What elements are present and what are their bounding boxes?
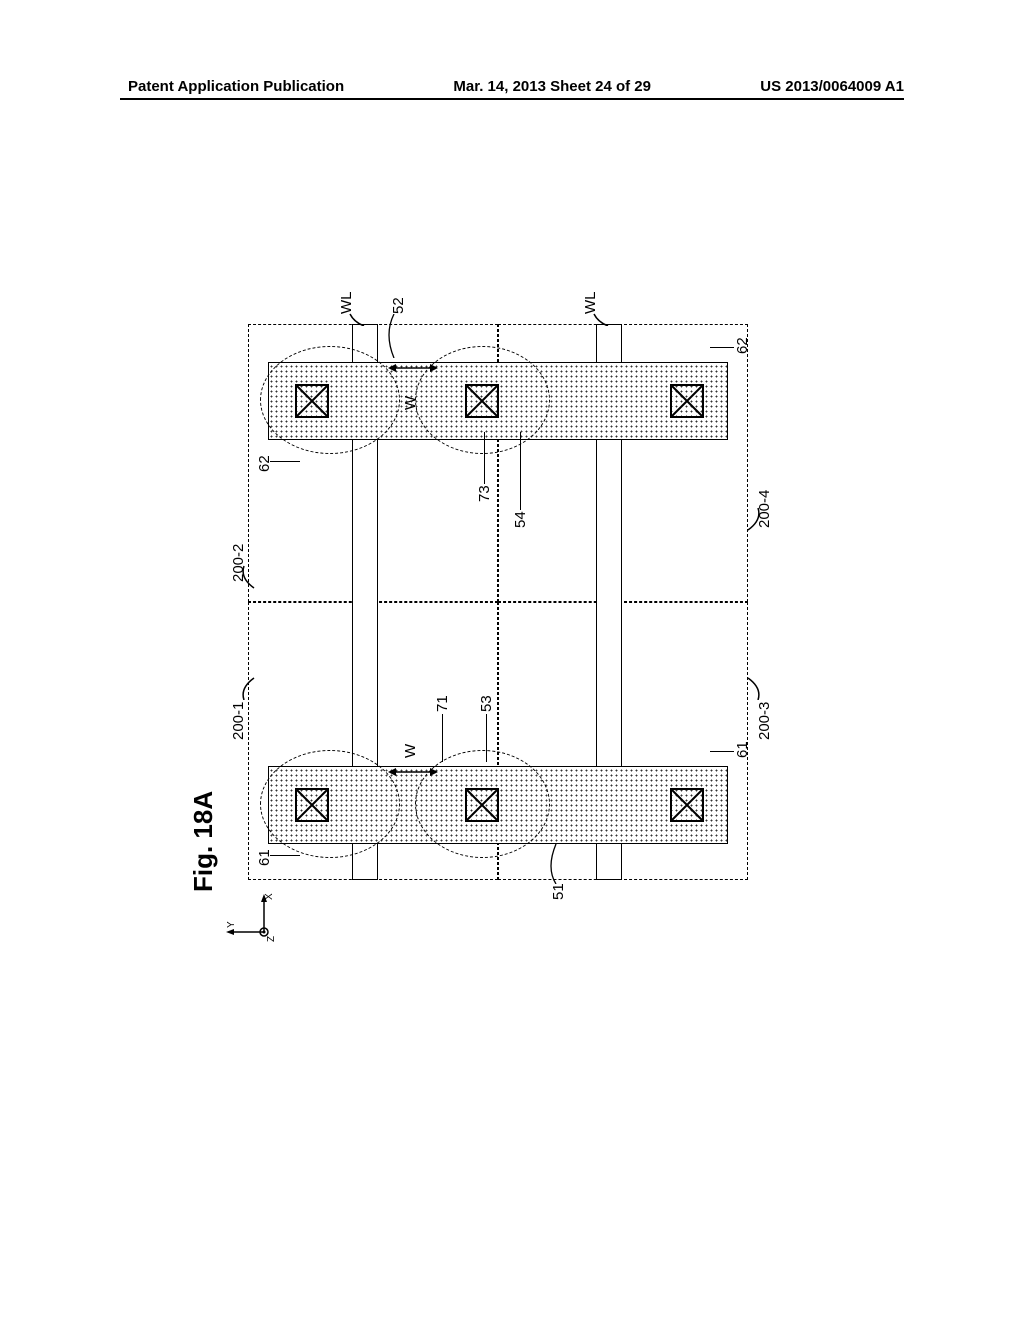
- axis-indicator-icon: Y X Z: [224, 892, 274, 942]
- contact-marker-icon: [670, 384, 704, 418]
- label-54: 54: [512, 511, 529, 528]
- contact-marker-icon: [670, 788, 704, 822]
- svg-text:Z: Z: [266, 936, 274, 942]
- label-62-bottom: 62: [734, 337, 751, 354]
- leader-200-4-icon: [744, 506, 762, 536]
- label-51: 51: [550, 883, 567, 900]
- label-61-top: 61: [256, 849, 273, 866]
- svg-text:X: X: [264, 893, 274, 900]
- diagram: Fig. 18A Y X Z: [200, 290, 820, 910]
- header-pubnum: US 2013/0064009 A1: [760, 78, 904, 95]
- label-73: 73: [476, 485, 493, 502]
- dimension-label-w-left: W: [402, 744, 419, 758]
- figure-container: Fig. 18A Y X Z: [200, 290, 820, 910]
- header-publication: Patent Application Publication: [128, 78, 344, 95]
- leader-200-1-icon: [240, 670, 258, 700]
- leader-51-icon: [546, 840, 562, 884]
- leader-53: [486, 714, 487, 762]
- label-61-bottom: 61: [734, 741, 751, 758]
- label-62-top: 62: [256, 455, 273, 472]
- patent-header: Patent Application Publication Mar. 14, …: [0, 78, 1024, 95]
- leader-71: [442, 714, 443, 762]
- dimension-w-left-icon: [388, 758, 438, 786]
- header-date-sheet: Mar. 14, 2013 Sheet 24 of 29: [453, 78, 651, 95]
- svg-text:Y: Y: [226, 921, 237, 928]
- leader-62-bottom: [710, 347, 734, 348]
- leader-200-3-icon: [744, 670, 762, 700]
- label-52: 52: [390, 297, 407, 314]
- ellipse-61-top: [260, 750, 400, 858]
- label-200-1: 200-1: [230, 702, 247, 740]
- leader-61-bottom: [710, 751, 734, 752]
- label-71: 71: [434, 695, 451, 712]
- dimension-label-w-right: W: [402, 396, 419, 410]
- ellipse-62-top: [260, 346, 400, 454]
- leader-wl-bottom-icon: [592, 310, 610, 326]
- leader-62-top: [270, 461, 300, 462]
- leader-200-2-icon: [240, 564, 258, 594]
- header-rule: [120, 98, 904, 100]
- leader-73: [484, 432, 485, 484]
- leader-61-top: [270, 855, 300, 856]
- figure-title: Fig. 18A: [188, 791, 219, 892]
- leader-52-icon: [384, 314, 400, 358]
- dimension-w-right-icon: [388, 354, 438, 382]
- leader-wl-top-icon: [348, 310, 366, 326]
- label-53: 53: [478, 695, 495, 712]
- label-200-3: 200-3: [756, 702, 773, 740]
- leader-54: [520, 432, 521, 510]
